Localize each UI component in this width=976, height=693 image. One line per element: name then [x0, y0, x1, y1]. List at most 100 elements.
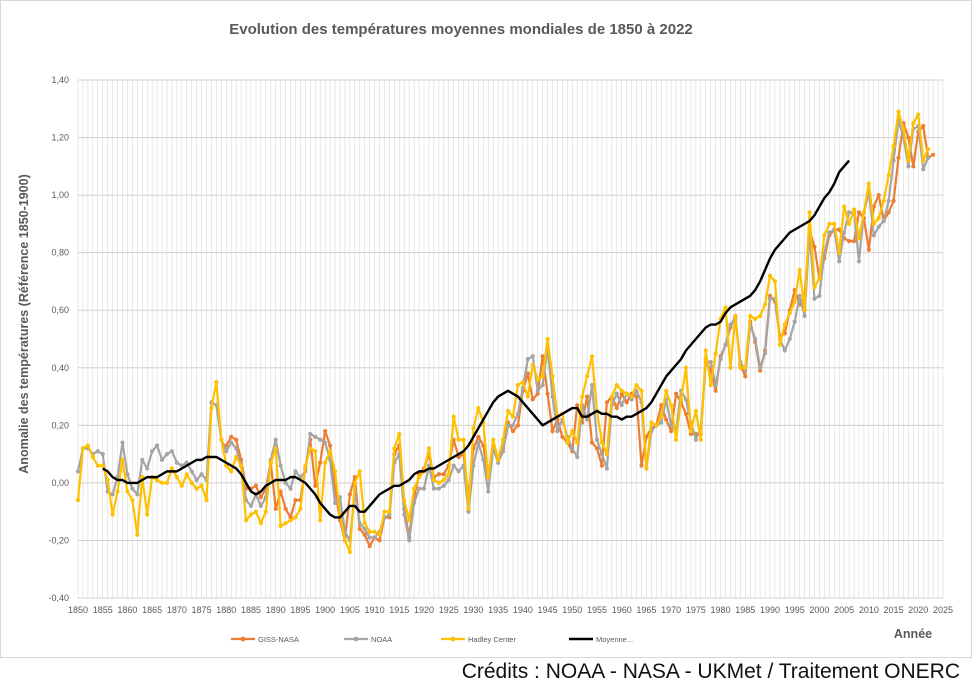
x-tick-label: 1900 [315, 605, 335, 615]
data-point [842, 204, 847, 209]
data-point [787, 311, 792, 316]
data-point [926, 146, 931, 152]
x-tick-label: 1870 [167, 605, 187, 615]
data-point [599, 463, 605, 468]
data-point [456, 437, 461, 442]
data-point [837, 259, 842, 264]
data-point [827, 230, 832, 235]
legend-marker [240, 636, 246, 642]
data-point [545, 336, 550, 342]
data-point [797, 267, 802, 273]
data-point [372, 535, 377, 540]
data-point [599, 452, 605, 457]
data-point [772, 279, 778, 284]
data-point [283, 521, 288, 526]
data-point [342, 538, 348, 543]
data-point [224, 449, 229, 454]
data-point [135, 532, 140, 537]
x-tick-label: 2015 [884, 605, 904, 615]
data-point [550, 428, 555, 434]
data-point [585, 374, 590, 379]
data-point [446, 477, 451, 483]
data-point [713, 382, 718, 388]
data-point [535, 377, 540, 382]
data-point [876, 193, 881, 198]
data-point [550, 374, 555, 379]
data-point [837, 227, 842, 232]
data-point [688, 428, 694, 434]
data-point [273, 446, 278, 451]
data-point [812, 296, 817, 301]
legend-item-giss-nasa: GISS-NASA [231, 635, 299, 644]
data-point [471, 463, 476, 468]
data-point [718, 357, 723, 362]
data-point [308, 431, 313, 437]
data-point [787, 336, 792, 342]
legend-label: Moyenne... [596, 635, 633, 644]
data-point [253, 483, 259, 488]
data-point [229, 440, 234, 445]
data-point [248, 512, 254, 517]
data-point [530, 354, 535, 359]
data-point [145, 512, 150, 517]
data-point [555, 428, 560, 434]
data-point [540, 354, 545, 359]
data-point [318, 460, 323, 465]
data-point [258, 521, 263, 526]
x-tick-label: 1920 [414, 605, 434, 615]
data-point [323, 440, 328, 445]
series-moyenne [102, 159, 850, 519]
x-tick-label: 1905 [340, 605, 360, 615]
data-point [367, 544, 372, 549]
data-point [673, 437, 679, 442]
x-tick-label: 1965 [636, 605, 656, 615]
data-point [332, 469, 338, 474]
data-point [367, 535, 372, 540]
data-point [580, 394, 585, 399]
x-tick-labels: 1850 1855 1860 1865 1870 1875 1880 1885 1890 1895… [68, 605, 953, 615]
data-point [575, 403, 580, 408]
y-axis-label: Anomalie des températures (Référence 185… [17, 174, 31, 473]
data-point [372, 529, 377, 534]
data-point [629, 394, 634, 399]
legend: GISS-NASA NOAA Hadley Center Moyenne... [231, 635, 633, 644]
data-point [318, 437, 323, 442]
data-point [159, 457, 165, 462]
data-point [140, 457, 145, 462]
data-point [683, 397, 689, 402]
data-point [426, 446, 432, 451]
data-point [659, 414, 664, 419]
data-point [258, 495, 263, 500]
y-tick-label: 0,80 [51, 248, 69, 258]
data-point [802, 313, 807, 319]
data-point [100, 452, 105, 457]
data-point [441, 472, 446, 477]
data-point [604, 400, 609, 405]
data-point [441, 477, 446, 483]
data-point [189, 469, 194, 474]
x-tick-label: 2005 [834, 605, 854, 615]
data-point [589, 440, 595, 445]
data-point [515, 423, 521, 428]
data-point [525, 371, 530, 376]
data-point [570, 428, 575, 434]
data-point [886, 210, 891, 215]
x-tick-label: 1915 [389, 605, 409, 615]
data-point [199, 483, 204, 488]
data-point [125, 472, 130, 477]
data-point [683, 365, 689, 370]
data-point [856, 236, 862, 241]
data-point [713, 388, 718, 393]
data-point [456, 469, 461, 474]
data-point [476, 405, 481, 411]
data-point [416, 475, 422, 480]
data-point [540, 382, 545, 388]
data-point [866, 247, 871, 252]
data-point [802, 308, 807, 313]
data-point [851, 207, 857, 212]
data-point [669, 403, 674, 408]
data-point [822, 233, 827, 238]
legend-label: NOAA [371, 635, 392, 644]
data-point [886, 172, 891, 178]
data-point [911, 164, 916, 169]
